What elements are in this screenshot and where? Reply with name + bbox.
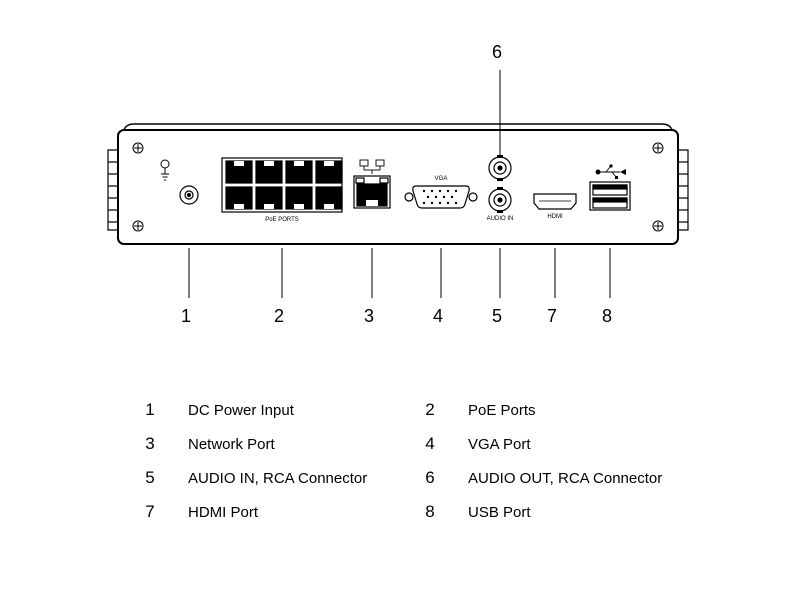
legend-label: DC Power Input [188, 402, 294, 419]
callout-1: 1 [181, 306, 191, 327]
legend-num: 4 [420, 434, 440, 454]
legend-row: 2 PoE Ports [420, 400, 662, 420]
legend-row: 1 DC Power Input [140, 400, 367, 420]
legend-label: Network Port [188, 436, 275, 453]
legend-num: 5 [140, 468, 160, 488]
callout-lines [0, 0, 800, 360]
legend-num: 8 [420, 502, 440, 522]
legend-row: 8 USB Port [420, 502, 662, 522]
legend-row: 6 AUDIO OUT, RCA Connector [420, 468, 662, 488]
legend-label: USB Port [468, 504, 531, 521]
legend-num: 3 [140, 434, 160, 454]
legend-label: AUDIO IN, RCA Connector [188, 470, 367, 487]
callout-5: 5 [492, 306, 502, 327]
callout-3: 3 [364, 306, 374, 327]
diagram-canvas: PoE PORTS [0, 0, 800, 600]
callout-2: 2 [274, 306, 284, 327]
legend-row: 4 VGA Port [420, 434, 662, 454]
legend-num: 1 [140, 400, 160, 420]
legend-label: HDMI Port [188, 504, 258, 521]
callout-4: 4 [433, 306, 443, 327]
legend-row: 3 Network Port [140, 434, 367, 454]
legend-num: 7 [140, 502, 160, 522]
legend-label: AUDIO OUT, RCA Connector [468, 470, 662, 487]
legend-num: 6 [420, 468, 440, 488]
callout-6: 6 [492, 42, 502, 63]
callout-7: 7 [547, 306, 557, 327]
legend-label: PoE Ports [468, 402, 536, 419]
legend-right: 2 PoE Ports 4 VGA Port 6 AUDIO OUT, RCA … [420, 400, 662, 536]
legend-label: VGA Port [468, 436, 531, 453]
legend-left: 1 DC Power Input 3 Network Port 5 AUDIO … [140, 400, 367, 536]
legend-row: 7 HDMI Port [140, 502, 367, 522]
legend-row: 5 AUDIO IN, RCA Connector [140, 468, 367, 488]
legend-num: 2 [420, 400, 440, 420]
callout-8: 8 [602, 306, 612, 327]
